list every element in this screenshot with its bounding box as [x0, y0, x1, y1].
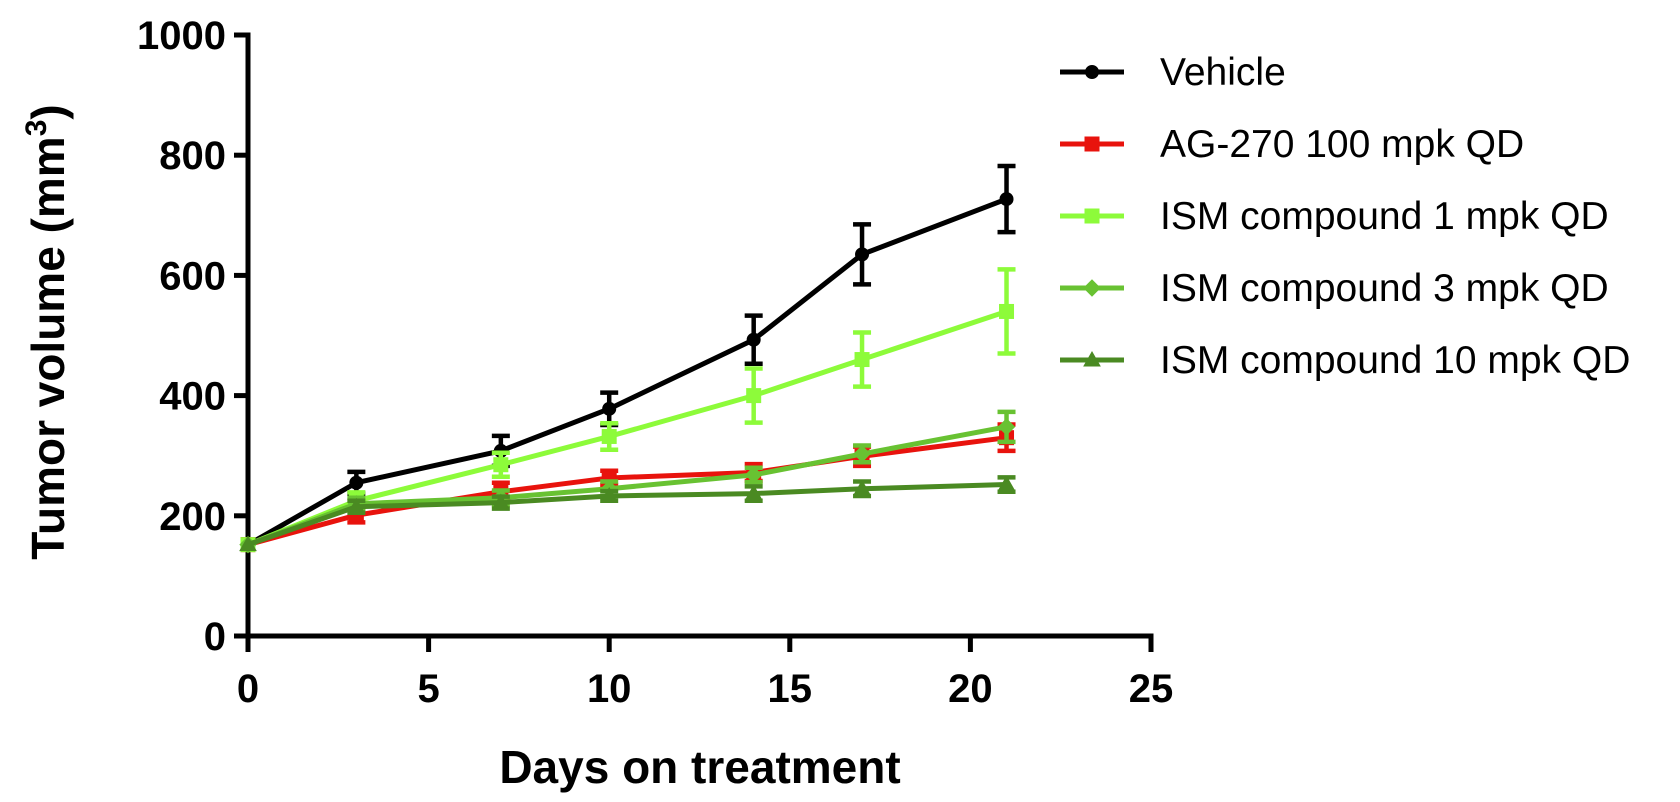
y-tick-label: 400	[159, 375, 226, 419]
data-point	[491, 493, 510, 510]
legend-marker	[1085, 65, 1099, 79]
legend-label: ISM compound 10 mpk QD	[1160, 339, 1630, 382]
legend-item: ISM compound 10 mpk QD	[1060, 339, 1630, 382]
data-point	[855, 247, 870, 262]
series-ism-compound-10-mpk-qd	[239, 475, 1016, 552]
legend-item: AG-270 100 mpk QD	[1060, 123, 1524, 166]
data-point	[349, 475, 364, 490]
x-tick-label: 0	[237, 667, 259, 711]
y-tick-label: 600	[159, 254, 226, 298]
data-point	[744, 466, 763, 484]
data-point	[600, 486, 619, 503]
legend-label: Vehicle	[1160, 51, 1286, 94]
x-tick-label: 20	[948, 667, 993, 711]
data-point	[744, 484, 763, 501]
data-point	[999, 303, 1015, 319]
data-point	[997, 475, 1016, 492]
y-tick-label: 0	[204, 615, 226, 659]
y-axis-title: Tumor volume (mm3)	[20, 104, 74, 559]
data-point	[746, 332, 761, 347]
legend-label: ISM compound 1 mpk QD	[1160, 195, 1609, 238]
data-point	[602, 401, 617, 416]
y-tick-label: 800	[159, 134, 226, 178]
y-axis-title-main: Tumor volume (mm	[22, 136, 74, 559]
data-point	[999, 192, 1014, 207]
data-point	[853, 445, 871, 463]
plot-area	[239, 163, 1016, 554]
data-point	[601, 428, 617, 444]
legend-item: Vehicle	[1060, 51, 1286, 94]
data-point	[746, 388, 762, 404]
data-point	[997, 418, 1016, 436]
x-ticks: 0 5 10 15 20 25	[237, 636, 1173, 711]
legend-marker	[1084, 136, 1100, 152]
y-axis-title-superscript: 3	[20, 120, 53, 137]
data-point	[347, 497, 366, 514]
axes: 0 200 400 600 800 1000 0 5 10 15 20 25	[137, 14, 1173, 711]
y-axis-title-close: )	[22, 104, 74, 119]
legend-item: ISM compound 1 mpk QD	[1060, 195, 1609, 238]
data-point	[239, 535, 257, 552]
legend-marker	[1083, 350, 1101, 367]
legend-item: ISM compound 3 mpk QD	[1060, 267, 1609, 310]
x-tick-label: 10	[587, 667, 632, 711]
x-tick-label: 5	[417, 667, 439, 711]
data-point	[493, 457, 509, 473]
y-tick-label: 200	[159, 495, 226, 539]
legend-label: ISM compound 3 mpk QD	[1160, 267, 1609, 310]
x-tick-label: 15	[768, 667, 813, 711]
y-ticks: 0 200 400 600 800 1000	[137, 14, 248, 659]
x-axis-title: Days on treatment	[499, 741, 900, 793]
legend-marker	[1084, 208, 1100, 224]
y-tick-label: 1000	[137, 14, 226, 58]
legend-label: AG-270 100 mpk QD	[1160, 123, 1524, 166]
data-point	[854, 352, 870, 368]
data-point	[853, 479, 871, 496]
legend-marker	[1083, 279, 1101, 297]
legend: Vehicle AG-270 100 mpk QD ISM compound 1 m…	[1060, 51, 1630, 382]
x-tick-label: 25	[1129, 667, 1174, 711]
